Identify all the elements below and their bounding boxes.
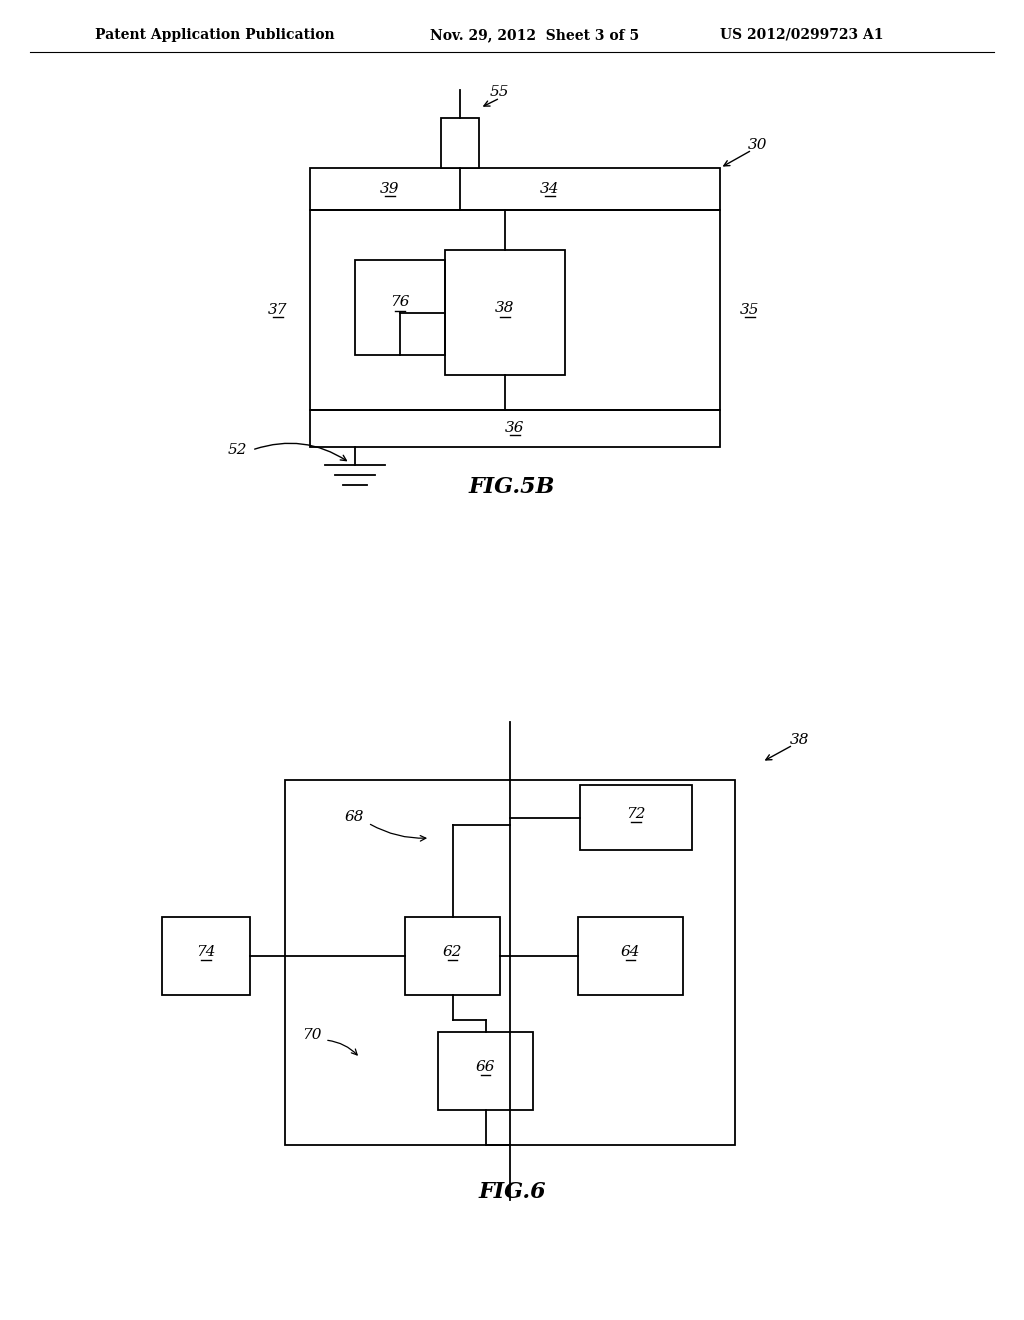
Bar bbox=[310, 210, 720, 411]
Text: 70: 70 bbox=[302, 1028, 322, 1041]
Bar bbox=[310, 168, 720, 210]
Text: 39: 39 bbox=[380, 182, 399, 195]
Text: 68: 68 bbox=[345, 810, 365, 824]
Bar bbox=[438, 1032, 534, 1110]
Text: 52: 52 bbox=[228, 444, 248, 457]
Bar bbox=[445, 249, 565, 375]
Text: 74: 74 bbox=[197, 945, 216, 960]
Bar bbox=[310, 411, 720, 447]
Bar bbox=[578, 917, 683, 995]
Text: 35: 35 bbox=[740, 304, 760, 317]
Text: Nov. 29, 2012  Sheet 3 of 5: Nov. 29, 2012 Sheet 3 of 5 bbox=[430, 28, 639, 42]
Text: 34: 34 bbox=[541, 182, 560, 195]
Text: 36: 36 bbox=[505, 421, 524, 436]
Bar bbox=[355, 260, 445, 355]
Text: FIG.6: FIG.6 bbox=[478, 1181, 546, 1203]
Bar bbox=[441, 117, 479, 168]
Text: Patent Application Publication: Patent Application Publication bbox=[95, 28, 335, 42]
Text: 66: 66 bbox=[476, 1060, 496, 1074]
Bar bbox=[580, 785, 692, 850]
Text: 38: 38 bbox=[790, 733, 810, 747]
Bar bbox=[285, 780, 735, 1144]
Text: 55: 55 bbox=[490, 84, 510, 99]
Bar bbox=[162, 917, 250, 995]
Text: 64: 64 bbox=[621, 945, 640, 960]
Text: 38: 38 bbox=[496, 301, 515, 314]
Text: US 2012/0299723 A1: US 2012/0299723 A1 bbox=[720, 28, 884, 42]
Text: 62: 62 bbox=[442, 945, 462, 960]
Text: 72: 72 bbox=[627, 808, 646, 821]
Text: FIG.5B: FIG.5B bbox=[469, 477, 555, 498]
Text: 30: 30 bbox=[748, 139, 768, 152]
Text: 76: 76 bbox=[390, 296, 410, 309]
Text: 37: 37 bbox=[268, 304, 288, 317]
Bar bbox=[406, 917, 500, 995]
